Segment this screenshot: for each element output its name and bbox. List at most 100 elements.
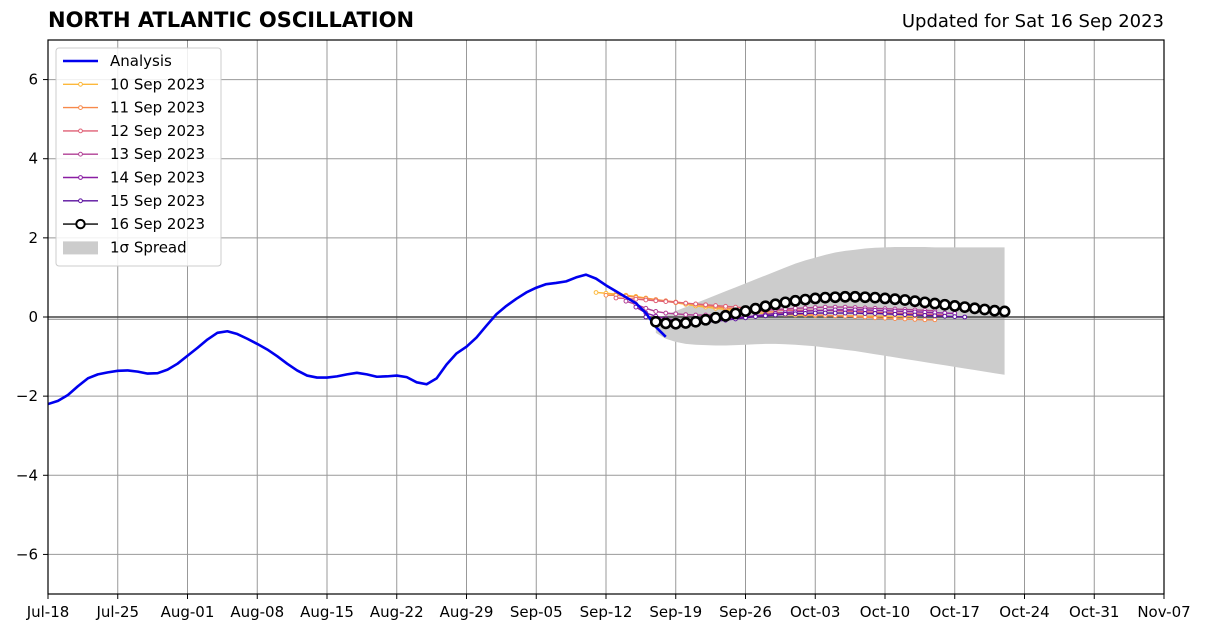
- latest-point: [998, 305, 1011, 318]
- forecast-point: [763, 313, 768, 319]
- forecast-point: [892, 316, 898, 321]
- latest-point: [899, 294, 911, 306]
- forecast-point: [942, 313, 948, 319]
- forecast-point: [872, 315, 878, 321]
- legend-entry: 14 Sep 2023: [110, 169, 205, 187]
- forecast-point: [922, 313, 928, 318]
- latest-point: [699, 313, 712, 326]
- forecast-point: [772, 312, 778, 318]
- forecast-point: [643, 305, 649, 311]
- latest-point: [719, 309, 732, 322]
- forecast-point: [802, 311, 808, 316]
- latest-point: [869, 291, 881, 304]
- latest-point: [769, 298, 782, 311]
- x-tick-label: Nov-07: [1137, 603, 1190, 621]
- forecast-point: [663, 310, 669, 316]
- legend: Analysis 10 Sep 2023 11 Sep 2023 12 Sep 202…: [55, 47, 222, 267]
- latest-point: [849, 290, 862, 303]
- x-tick-label: Oct-31: [1069, 603, 1119, 621]
- latest-point: [709, 311, 722, 324]
- forecast-point: [912, 316, 918, 322]
- latest-point: [889, 293, 901, 306]
- forecast-point: [633, 296, 639, 302]
- forecast-point: [603, 292, 609, 298]
- x-tick-label: Oct-03: [790, 603, 840, 621]
- forecast-point: [832, 310, 838, 316]
- latest-point: [739, 305, 752, 317]
- forecast-point: [623, 298, 629, 304]
- latest-point: [978, 303, 991, 316]
- forecast-line-2: [615, 297, 945, 316]
- latest-point: [819, 291, 832, 304]
- forecast-point: [593, 290, 599, 295]
- forecast-point: [673, 311, 679, 317]
- x-tick-label: Oct-24: [999, 603, 1049, 621]
- latest-point: [759, 300, 772, 313]
- legend-box: [55, 47, 222, 267]
- x-tick-label: Oct-17: [930, 603, 980, 621]
- latest-point: [799, 293, 812, 306]
- x-tick-label: Aug-22: [370, 603, 424, 621]
- legend-marker: [78, 175, 83, 180]
- zero-line-layer: [48, 316, 1164, 320]
- legend-entry: 15 Sep 2023: [110, 192, 205, 210]
- legend-marker: [75, 218, 86, 230]
- forecast-point: [882, 311, 888, 317]
- latest-point: [659, 317, 672, 330]
- forecast-point: [653, 298, 659, 304]
- latest-point: [928, 297, 941, 310]
- latest-point: [918, 296, 931, 309]
- legend-marker: [78, 105, 83, 110]
- latest-point: [689, 315, 702, 328]
- forecast-point: [683, 312, 689, 318]
- forecast-point: [902, 316, 908, 322]
- chart-title: NORTH ATLANTIC OSCILLATION: [48, 8, 415, 32]
- forecast-point: [962, 314, 968, 320]
- legend-entry: 12 Sep 2023: [110, 122, 205, 140]
- latest-point: [669, 317, 682, 330]
- forecast-point: [872, 311, 878, 316]
- legend-entry: 11 Sep 2023: [110, 99, 205, 117]
- y-tick-label: −4: [16, 466, 38, 484]
- latest-layer: [649, 290, 1011, 330]
- y-tick-label: 4: [28, 150, 38, 168]
- x-tick-label: Aug-29: [440, 603, 494, 621]
- forecast-point: [653, 309, 659, 314]
- x-tick-label: Jul-18: [26, 603, 70, 621]
- latest-point: [958, 301, 971, 314]
- latest-point: [948, 300, 961, 312]
- forecast-point: [882, 315, 888, 321]
- legend-entry: 10 Sep 2023: [110, 75, 205, 93]
- forecast-point: [693, 301, 699, 307]
- legend-marker: [78, 198, 83, 204]
- forecast-point: [892, 311, 898, 317]
- legend-entry: 1σ Spread: [110, 238, 187, 256]
- forecast-point: [643, 297, 649, 303]
- latest-point: [679, 317, 692, 329]
- forecast-point: [673, 299, 679, 305]
- legend-entry: 16 Sep 2023: [110, 215, 205, 233]
- updated-date: Updated for Sat 16 Sep 2023: [901, 11, 1164, 32]
- latest-point: [789, 294, 802, 307]
- forecast-point: [683, 300, 689, 306]
- forecast-point: [633, 304, 639, 310]
- x-tick-label: Sep-05: [510, 603, 563, 621]
- legend-entry: Analysis: [110, 52, 172, 70]
- analysis-layer: [47, 273, 667, 406]
- x-tick-label: Sep-26: [719, 603, 772, 621]
- forecast-point: [703, 302, 709, 308]
- forecast-point: [753, 314, 758, 320]
- latest-point: [729, 307, 742, 320]
- forecast-line-1: [606, 294, 935, 321]
- x-tick-label: Aug-08: [230, 603, 284, 621]
- latest-point: [809, 292, 822, 305]
- forecast-point: [842, 310, 848, 316]
- latest-point: [749, 302, 762, 315]
- x-tick-label: Jul-25: [95, 603, 139, 621]
- tick-labels: Jul-18 Jul-25 Aug-01 Aug-08 Aug-15 Aug-22 Aug-…: [16, 71, 1191, 621]
- latest-point: [908, 295, 921, 308]
- x-tick-label: Aug-15: [300, 603, 354, 621]
- legend-marker: [78, 128, 83, 134]
- forecast-point: [852, 310, 858, 316]
